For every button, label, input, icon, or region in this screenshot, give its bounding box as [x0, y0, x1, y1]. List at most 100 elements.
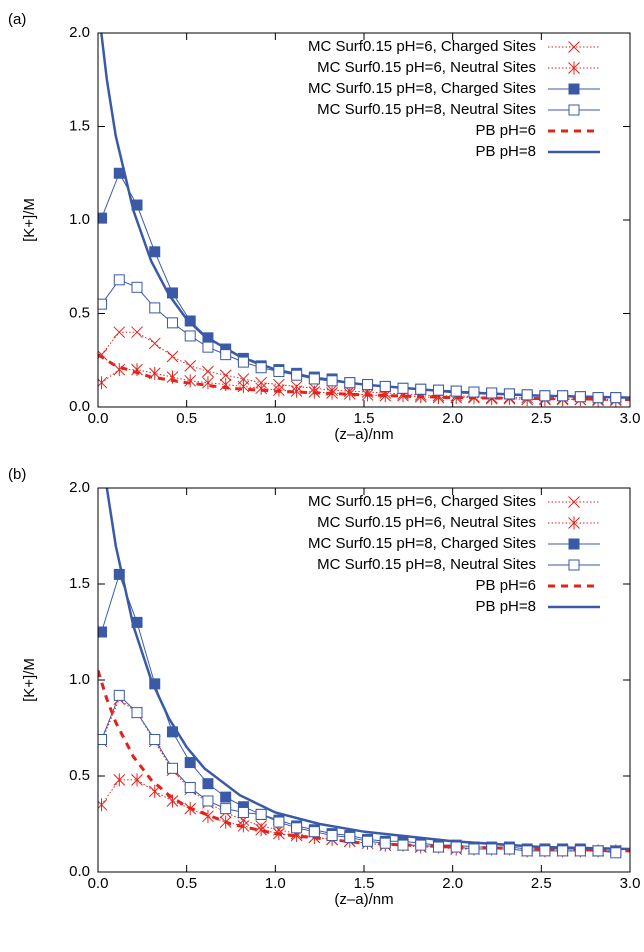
- marker-asterisk: [202, 809, 214, 823]
- marker-square: [184, 782, 196, 794]
- y-axis-label: [K+]/M: [21, 658, 38, 702]
- series-line: [101, 572, 616, 852]
- y-tick-label: 0.5: [69, 767, 90, 784]
- marker-asterisk: [326, 386, 338, 400]
- x-tick-label: 1.5: [354, 875, 375, 892]
- x-axis-label: (z–a)/nm: [334, 426, 393, 443]
- marker-square: [131, 707, 143, 719]
- marker-square: [397, 839, 409, 851]
- marker-square: [503, 843, 515, 855]
- x-tick-label: 2.0: [442, 410, 463, 427]
- marker-square: [397, 382, 409, 394]
- legend-label: MC Surf0.15 pH=6, Neutral Sites: [317, 514, 536, 531]
- marker-asterisk: [148, 366, 161, 380]
- marker-square: [557, 390, 569, 402]
- marker-square: [468, 386, 480, 398]
- marker-square: [486, 843, 498, 855]
- legend-marker: [568, 61, 580, 75]
- marker-square: [166, 287, 178, 299]
- legend-marker: [568, 516, 580, 530]
- marker-square: [149, 246, 161, 258]
- marker-square: [98, 626, 108, 638]
- marker-square: [220, 803, 232, 815]
- marker-square: [166, 762, 178, 774]
- marker-square: [131, 281, 143, 293]
- x-tick-label: 3.0: [620, 875, 641, 892]
- legend-label: MC Surf0.15 pH=8, Charged Sites: [308, 535, 536, 552]
- marker-square: [166, 317, 178, 329]
- marker-square: [379, 380, 391, 392]
- marker-square: [220, 349, 232, 361]
- legend-marker: [568, 559, 580, 571]
- marker-asterisk: [131, 363, 143, 377]
- x-tick-label: 2.5: [531, 875, 552, 892]
- marker-square: [202, 332, 214, 344]
- marker-x: [98, 348, 108, 361]
- legend-label: PB pH=6: [476, 577, 536, 594]
- marker-square: [237, 806, 249, 818]
- marker-square: [184, 315, 196, 327]
- marker-square: [574, 845, 586, 857]
- marker-square: [592, 845, 604, 857]
- marker-asterisk: [219, 815, 232, 829]
- marker-square: [291, 822, 303, 834]
- marker-x: [219, 369, 232, 382]
- marker-x: [113, 326, 126, 339]
- legend-label: MC Surf0.15 pH=6, Charged Sites: [308, 493, 536, 510]
- marker-asterisk: [219, 378, 232, 392]
- marker-square: [503, 388, 515, 400]
- marker-square: [450, 841, 462, 853]
- plot-area: [98, 488, 630, 859]
- marker-square: [113, 568, 125, 580]
- marker-asterisk: [113, 363, 126, 377]
- marker-asterisk: [184, 374, 197, 388]
- y-tick-label: 0.5: [69, 304, 90, 321]
- x-tick-label: 2.0: [442, 875, 463, 892]
- y-axis-label: [K+]/M: [21, 198, 38, 242]
- marker-asterisk: [273, 383, 285, 397]
- marker-square: [379, 837, 391, 849]
- marker-asterisk: [98, 798, 108, 812]
- series-line: [101, 279, 616, 399]
- series-line: [98, 353, 630, 402]
- marker-square: [592, 392, 604, 404]
- legend-marker: [568, 104, 580, 116]
- x-tick-label: 0.5: [176, 875, 197, 892]
- marker-square: [539, 845, 551, 857]
- y-tick-label: 2.0: [69, 24, 90, 41]
- marker-x: [184, 360, 197, 372]
- legend-label: MC Surf0.15 pH=8, Neutral Sites: [317, 101, 536, 118]
- marker-asterisk: [166, 794, 179, 808]
- marker-square: [450, 385, 462, 397]
- marker-square: [574, 391, 586, 403]
- marker-square: [521, 389, 533, 401]
- marker-asterisk: [308, 385, 321, 399]
- marker-asterisk: [255, 381, 268, 395]
- marker-square: [113, 689, 125, 701]
- y-tick-label: 0.0: [69, 863, 90, 880]
- marker-square: [202, 795, 214, 807]
- marker-square: [291, 369, 303, 381]
- marker-square: [326, 830, 338, 842]
- marker-square: [255, 808, 267, 820]
- plot-frame: [97, 32, 631, 408]
- marker-square: [326, 375, 338, 387]
- y-tick-label: 1.0: [69, 671, 90, 688]
- marker-square: [237, 356, 249, 368]
- marker-asterisk: [98, 376, 108, 390]
- marker-asterisk: [343, 387, 356, 401]
- marker-square: [149, 678, 161, 690]
- series-line: [98, 669, 630, 853]
- marker-asterisk: [202, 376, 214, 390]
- legend-marker: [568, 83, 580, 95]
- legend-marker: [568, 41, 580, 53]
- marker-asterisk: [184, 802, 197, 816]
- y-tick-label: 0.0: [69, 398, 90, 415]
- marker-asterisk: [166, 370, 179, 384]
- plot-area: [98, 33, 630, 407]
- y-tick-label: 1.5: [69, 117, 90, 134]
- legend-label: MC Surf0.15 pH=6, Charged Sites: [308, 38, 536, 55]
- x-tick-label: 1.0: [265, 875, 286, 892]
- marker-square: [432, 841, 444, 853]
- marker-square: [308, 373, 320, 385]
